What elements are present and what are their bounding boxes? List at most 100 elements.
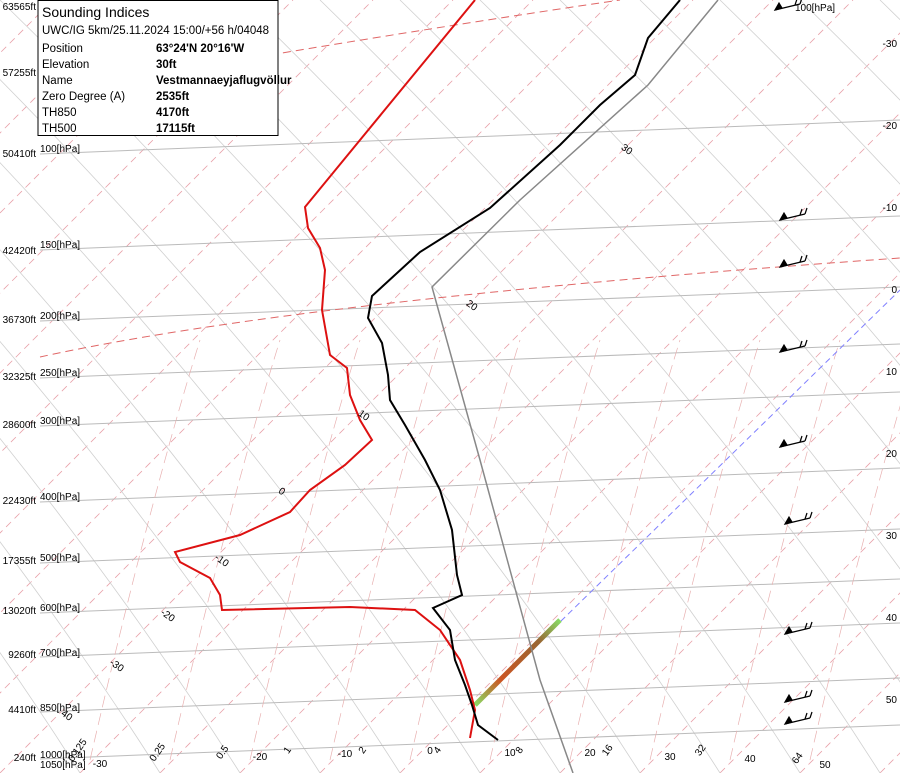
isotherm [559,432,900,773]
pressure-label: 100[hPa] [40,144,80,155]
right-temperature-label: 40 [886,613,898,624]
wind-barb-flag [799,340,803,348]
isotherm [639,512,900,773]
dry-adiabat [559,0,900,366]
isotherm [0,0,454,454]
curve-label: 0 [276,486,287,498]
curve-label: 30 [619,142,635,158]
bottom-temperature-label: 20 [584,748,596,759]
wind-barb-pennant [783,693,793,703]
mixing-ratio-line [409,339,521,761]
right-temperature-label: 30 [886,531,898,542]
wind-barb-pennant [783,715,793,725]
altitude-label: 4410ft [8,705,36,716]
wind-barb-flag [804,434,808,442]
wind-barb-pennant [773,1,783,11]
isotherm [0,0,614,614]
altitude-label: 36730ft [3,315,37,326]
altitude-label: 50410ft [3,149,37,160]
dry-adiabat [319,0,900,683]
wind-barb-flag [804,622,808,630]
info-subtitle: UWC/IG 5km/25.11.2024 15:00/+56 h/04048 [42,25,269,37]
bottom-temperature-label: -30 [93,759,108,770]
altitude-label: 13020ft [3,606,37,617]
wind-barb-pennant [778,343,788,353]
mixing-ratio-label: 0.5 [214,743,231,761]
right-temperature-label: -20 [883,121,898,132]
pressure-label: 100[hPa] [795,3,835,14]
dry-adiabat [0,652,81,773]
isobar [39,578,900,614]
info-title: Sounding Indices [42,4,149,20]
mixing-ratio-label: 4 [432,745,444,756]
isotherm [799,672,900,773]
isobar [39,622,900,658]
mixing-ratio-label: 0.25 [148,741,168,764]
wind-barb-flag [794,0,798,6]
mixing-ratio-label: 1 [282,745,294,756]
wind-barb-flag [809,689,813,697]
mixing-ratio-label: 16 [600,742,616,758]
dry-adiabat [0,162,481,773]
altitude-label: 17355ft [3,556,37,567]
curve-label: 10 [356,408,372,424]
wind-barb-flag [804,690,808,698]
mixing-ratio-line [649,339,761,761]
pressure-label: 600[hPa] [40,603,80,614]
dry-adiabat [0,541,161,773]
right-temperature-label: -10 [883,203,898,214]
parcel-curve [431,0,719,773]
cape-band [473,618,562,707]
dewpoint-curve [173,0,477,739]
isobar [39,467,900,503]
bottom-temperature-label: -10 [338,749,353,760]
wind-barb-flag [799,208,803,216]
altitude-label: 240ft [14,753,36,764]
dry-adiabat [0,340,321,773]
labels: 63565ft 57255ft 50410ft 42420ft 36730ft 32325… [3,2,898,771]
info-label: Position [42,43,83,55]
info-label: Zero Degree (A) [42,91,125,103]
isotherm [0,0,774,773]
mixing-ratio-line [729,339,841,761]
isotherm [0,0,534,534]
wind-barb-flag [804,512,808,520]
bottom-temperature-label: 40 [744,754,756,765]
isotherm [399,272,900,773]
isotherm [79,0,854,773]
right-temperature-label: 50 [886,695,898,706]
dry-adiabat [239,0,881,773]
info-value: 63°24'N 20°16'W [156,43,244,55]
mixing-ratio-line [489,339,601,761]
isobar [39,343,900,379]
pressure-label: 250[hPa] [40,368,80,379]
info-label: Name [42,75,73,87]
bottom-temperature-label: 0 [427,746,433,757]
info-value: 30ft [156,59,177,71]
pressure-label: 850[hPa] [40,703,80,714]
mixing-ratio-label: 2 [357,745,369,756]
right-temperature-label: 0 [891,285,897,296]
mixing-ratio-label: 32 [693,742,709,758]
bottom-temperature-label: 30 [664,752,676,763]
isotherm [719,592,900,773]
wind-barb-flag [809,711,813,719]
info-value: Vestmannaeyjaflugvöllur [156,75,292,87]
wind-barb-flag [804,254,808,262]
dry-adiabat [0,249,401,773]
isotherm [319,192,900,773]
mixing-ratio-line [169,339,281,761]
pressure-label: 1000[hPa] [40,750,86,761]
dry-adiabat [719,0,900,185]
tropopause-curve [39,257,900,358]
wind-barb-flag [809,621,813,629]
wind-barb-flag [804,339,808,347]
wind-barb-pennant [778,438,788,448]
mixing-ratio-line [329,339,441,761]
mixing-ratio-line [809,405,900,761]
isotherm [159,32,900,773]
curve-label: 20 [464,298,480,314]
right-temperature-label: 20 [886,449,898,460]
dry-adiabat [0,437,241,773]
mixing-ratio-line [89,339,201,761]
